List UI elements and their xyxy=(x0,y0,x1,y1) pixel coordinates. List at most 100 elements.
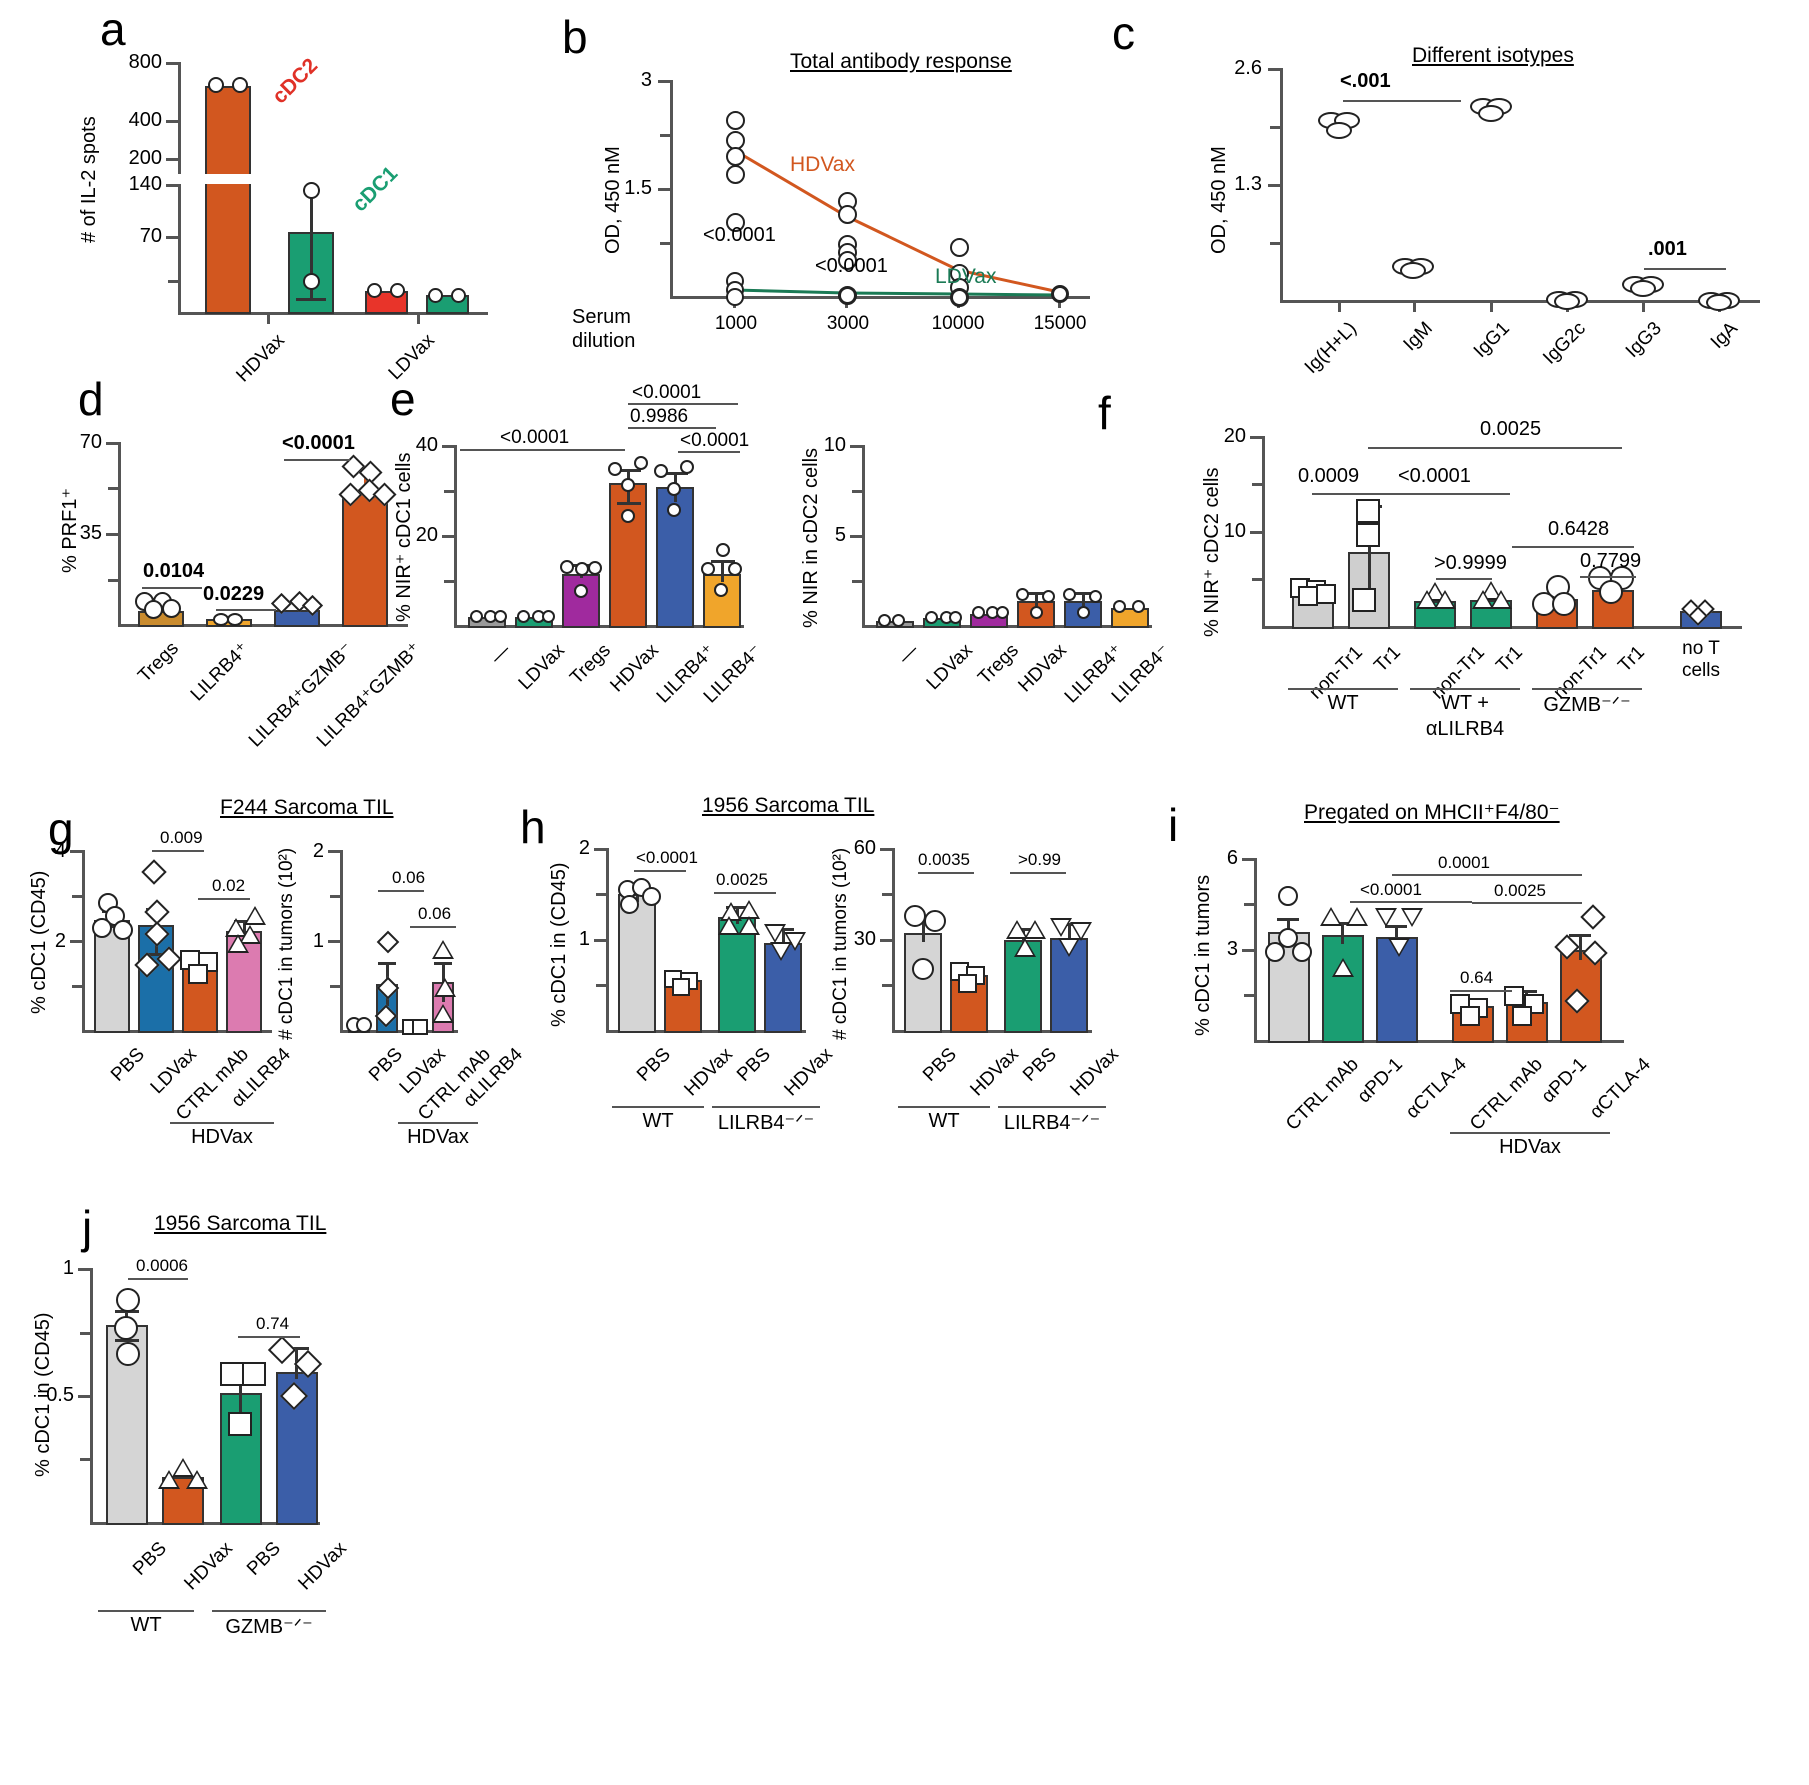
panel-h2-pvalue-1: 0.0035 xyxy=(918,850,970,869)
panel-e2-point xyxy=(892,614,905,627)
panel-a-point xyxy=(451,288,466,303)
panel-e1-ytick-20 xyxy=(442,535,456,538)
panel-b-point xyxy=(838,251,857,270)
panel-f-point xyxy=(1356,499,1380,523)
panel-g1-ytick-3 xyxy=(72,895,84,898)
panel-e-letter: e xyxy=(390,373,416,425)
panel-d-pvalue-1: 0.0104 xyxy=(143,560,205,582)
panel-j-groupline-gzmb xyxy=(212,1610,326,1612)
panel-j-grouplabel-wt: WT xyxy=(130,1614,162,1636)
panel-e1-errorcap xyxy=(617,502,641,505)
panel-a-xtick-1 xyxy=(267,312,270,324)
panel-b-ytick-225 xyxy=(660,134,672,137)
panel-h1-groupline-ko xyxy=(712,1106,820,1108)
panel-f-pvalue-0025: 0.0025 xyxy=(1480,418,1542,440)
panel-j-pvalue-1: 0.0006 xyxy=(136,1256,188,1275)
panel-h1-ytick-2 xyxy=(594,848,608,851)
panel-e2-bar-lilrb4-neg xyxy=(1111,608,1149,628)
panel-h2-xlabel-ko-hdvax: HDVax xyxy=(1066,1044,1123,1101)
panel-a-errorcap xyxy=(296,298,326,301)
panel-c-point xyxy=(1478,105,1504,122)
panel-h2-point xyxy=(958,974,977,993)
panel-e2-point xyxy=(972,606,985,619)
panel-c-sigline-1 xyxy=(1343,100,1461,102)
panel-g2-point xyxy=(356,1017,372,1033)
panel-h1-point xyxy=(672,978,690,996)
panel-b-point xyxy=(726,288,744,306)
panel-a-point xyxy=(303,182,320,199)
panel-b-xlabel-10000: 10000 xyxy=(931,313,985,334)
panel-i-sigline-1 xyxy=(1392,874,1582,876)
panel-d-point xyxy=(144,600,163,619)
panel-g1-ytick-1 xyxy=(72,985,84,988)
panel-i-ytick-6 xyxy=(1242,858,1256,861)
panel-g2-ytick-2 xyxy=(328,850,342,853)
panel-e2-point xyxy=(1042,590,1055,603)
panel-f-ytick-20 xyxy=(1250,436,1264,439)
panel-f-pvalue-07799: 0.7799 xyxy=(1580,550,1642,572)
panel-h2-point xyxy=(904,905,926,927)
panel-h1-xlabel-wt-pbs: PBS xyxy=(633,1044,675,1086)
panel-c-xtick-5 xyxy=(1642,300,1645,312)
panel-j-point xyxy=(116,1342,140,1366)
panel-e1-point xyxy=(728,562,742,576)
panel-i-point xyxy=(1320,907,1342,926)
panel-i-grouplabel-hdvax: HDVax xyxy=(1499,1136,1561,1158)
panel-i-errorbar xyxy=(1579,934,1582,960)
panel-h2-point xyxy=(924,910,946,932)
panel-h1-point xyxy=(738,900,760,919)
panel-c-title: Different isotypes xyxy=(1412,44,1574,67)
panel-c-xtick-3 xyxy=(1490,300,1493,312)
panel-h2-sigline-1 xyxy=(918,872,974,874)
panel-d-xlabel-lilrb4: LILRB4⁺ xyxy=(186,638,254,706)
panel-b-ytick-15 xyxy=(658,188,672,191)
panel-f-point xyxy=(1490,590,1512,609)
panel-f-pvalue-00001: <0.0001 xyxy=(1398,465,1471,487)
panel-h1-sigline-2 xyxy=(714,892,776,894)
panel-h1-groupline-wt xyxy=(612,1106,704,1108)
panel-g1-sigline-2 xyxy=(198,898,250,900)
panel-h1-bar-wt-pbs xyxy=(618,894,656,1033)
panel-h1-ytick-15 xyxy=(596,893,608,896)
panel-e1-bar-tregs xyxy=(562,574,600,628)
panel-j-ytick-025 xyxy=(80,1458,92,1461)
panel-b-pvalue-1: <0.0001 xyxy=(703,224,776,246)
panel-j-pvalue-2: 0.74 xyxy=(256,1314,290,1333)
panel-h1-ytick-05 xyxy=(596,984,608,987)
panel-i-errorbar xyxy=(1341,922,1344,944)
panel-g: g F244 Sarcoma TIL % cDC1 (CD45) 4 2 PBS… xyxy=(20,780,527,1170)
panel-a-point xyxy=(208,77,224,93)
panel-g1-point xyxy=(141,859,167,885)
panel-j-sigline-1 xyxy=(128,1278,188,1280)
panel-f-grouplabel-gzmb: GZMB⁻ᐟ⁻ xyxy=(1543,694,1631,716)
panel-i-errorcap xyxy=(1515,990,1537,993)
panel-e1-errorcap xyxy=(664,472,688,475)
panel-e1-xlabel-none: — xyxy=(486,640,515,669)
panel-i-letter: i xyxy=(1168,799,1179,851)
panel-b-point xyxy=(838,205,857,224)
panel-g2-groupline-hdvax xyxy=(398,1122,478,1124)
panel-h: h 1956 Sarcoma TIL % cDC1 in (CD45) 2 1 … xyxy=(440,780,1123,1170)
panel-i-point xyxy=(1375,908,1397,927)
panel-i-pvalue-0001: 0.0001 xyxy=(1438,853,1490,872)
panel-e1-errorbar xyxy=(721,560,724,582)
panel-h2-grouplabel-ko: LILRB4⁻ᐟ⁻ xyxy=(1003,1112,1101,1134)
panel-c-ytick-065 xyxy=(1270,242,1282,245)
panel-i-point xyxy=(1401,908,1423,927)
panel-g1-groupline-hdvax xyxy=(170,1122,274,1124)
panel-e1-point xyxy=(470,610,483,623)
panel-f-sigline-5 xyxy=(1436,578,1492,580)
panel-g2-ytick-05 xyxy=(330,985,342,988)
panel-h1-grouplabel-wt: WT xyxy=(642,1110,674,1132)
panel-d-ytick-70 xyxy=(106,442,120,445)
panel-a-xtick-2 xyxy=(417,312,420,324)
panel-a-ticklabel-400: 400 xyxy=(128,109,162,131)
panel-c-ytick-195 xyxy=(1270,126,1282,129)
panel-a-point xyxy=(303,273,320,290)
panel-i-errorcap xyxy=(1569,934,1591,937)
panel-e1-ticklabel-20: 20 xyxy=(415,524,438,546)
panel-e2-point xyxy=(1016,588,1029,601)
panel-c-point xyxy=(1326,122,1352,139)
panel-i-point xyxy=(1332,958,1354,977)
panel-i-point xyxy=(1292,942,1312,962)
